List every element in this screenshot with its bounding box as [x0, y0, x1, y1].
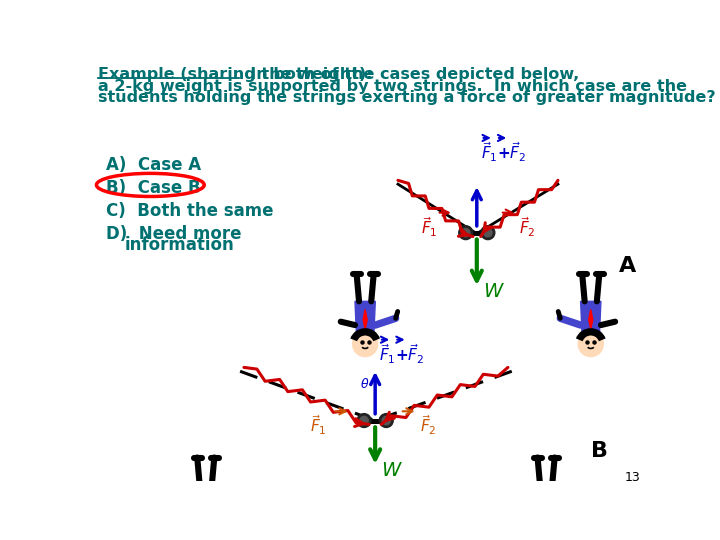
Circle shape: [462, 228, 470, 237]
Text: information: information: [124, 236, 234, 254]
Text: B: B: [590, 441, 608, 461]
Text: $W$: $W$: [382, 461, 403, 481]
Polygon shape: [544, 492, 548, 512]
Text: $\vec{F}_1$: $\vec{F}_1$: [421, 215, 438, 239]
Polygon shape: [363, 309, 367, 329]
Text: $\vec{F}_1$+$\vec{F}_2$: $\vec{F}_1$+$\vec{F}_2$: [481, 140, 526, 164]
Text: A: A: [619, 256, 636, 276]
Text: B)  Case B: B) Case B: [106, 179, 200, 197]
Text: 13: 13: [624, 471, 640, 484]
Circle shape: [534, 515, 558, 539]
Circle shape: [579, 332, 603, 356]
Circle shape: [484, 228, 492, 237]
Text: C)  Both the same: C) Both the same: [106, 202, 273, 220]
Circle shape: [357, 414, 371, 428]
Polygon shape: [536, 484, 557, 515]
Polygon shape: [589, 309, 593, 329]
Circle shape: [353, 332, 377, 356]
Polygon shape: [204, 492, 208, 512]
Text: $\theta$: $\theta$: [359, 377, 369, 390]
Circle shape: [360, 416, 368, 424]
Text: A)  Case A: A) Case A: [106, 156, 201, 174]
Text: $\vec{F}_2$: $\vec{F}_2$: [519, 215, 536, 239]
Circle shape: [459, 226, 472, 240]
Text: $\vec{F}_1$+$\vec{F}_2$: $\vec{F}_1$+$\vec{F}_2$: [379, 342, 425, 366]
Text: In both of the cases depicted below,: In both of the cases depicted below,: [238, 67, 579, 82]
Text: D)  Need more: D) Need more: [106, 225, 241, 243]
Text: $W$: $W$: [483, 282, 505, 301]
Circle shape: [382, 416, 390, 424]
Circle shape: [481, 226, 495, 240]
Text: a 2-kg weight is supported by two strings.  In which case are the: a 2-kg weight is supported by two string…: [98, 79, 687, 93]
Polygon shape: [580, 301, 601, 332]
Text: students holding the strings exerting a force of greater magnitude?: students holding the strings exerting a …: [98, 90, 716, 105]
Circle shape: [194, 515, 218, 539]
Text: $\vec{F}_1$: $\vec{F}_1$: [310, 414, 326, 437]
Polygon shape: [196, 484, 216, 515]
Polygon shape: [355, 301, 375, 332]
Text: $\vec{F}_2$: $\vec{F}_2$: [420, 414, 436, 437]
Circle shape: [379, 414, 393, 428]
Text: Example (sharing the weight):: Example (sharing the weight):: [98, 67, 372, 82]
